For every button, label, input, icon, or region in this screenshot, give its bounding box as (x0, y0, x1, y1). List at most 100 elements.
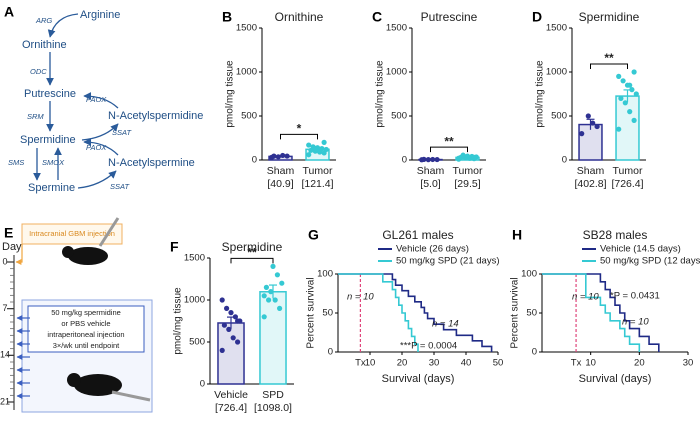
significance: ** (444, 134, 454, 148)
x-axis-label: Survival (days) (579, 373, 652, 385)
pathway: A Arginine Ornithine Putrescine N-Acetyl… (4, 4, 203, 194)
survival-curve (338, 273, 419, 352)
data-point (219, 297, 225, 303)
data-point (317, 147, 323, 153)
panel-label: C (372, 9, 382, 25)
data-point (235, 318, 241, 324)
enzyme: SRM (27, 112, 44, 121)
value-label: [1098.0] (254, 402, 292, 414)
mouse (68, 247, 108, 265)
data-point (460, 152, 466, 158)
injection-box (21, 223, 123, 245)
treatment-text: intraperitoneal injection (47, 330, 124, 339)
survival-curve (542, 273, 641, 352)
treatment-label: Tx (355, 358, 366, 369)
data-point (274, 272, 280, 278)
data-point (280, 152, 286, 159)
data-point (230, 335, 236, 341)
timeline: E Day Intracranial GBM injection (2, 217, 153, 413)
data-point (306, 152, 312, 158)
enzyme: SSAT (110, 182, 130, 191)
tick-label: 7 (2, 303, 7, 313)
y-tick-label: 1500 (236, 23, 257, 34)
data-point (277, 305, 283, 311)
data-point (323, 146, 329, 153)
x-tick-label: 20 (634, 358, 645, 369)
y-tick-label: 1500 (386, 23, 407, 34)
data-point (232, 314, 238, 320)
value-label: [726.4] (215, 402, 247, 414)
arrow (15, 244, 23, 265)
annotation: *P = 0.0431 (610, 291, 660, 302)
chart-title: Ornithine (275, 10, 324, 24)
data-point (434, 156, 440, 163)
enzyme: PAOX (86, 95, 107, 104)
treatment-text-box (27, 305, 145, 353)
metabolite: Spermine (28, 182, 75, 194)
arrow (77, 170, 117, 189)
x-tick-label: 10 (585, 358, 596, 369)
x-tick-label: 10 (365, 358, 376, 369)
data-point (620, 78, 626, 84)
y-axis-label: Percent survival (306, 277, 317, 348)
y-tick-label: 50 (322, 308, 333, 319)
y-tick-label: 100 (317, 269, 333, 280)
arrow (83, 138, 119, 156)
x-tick-label: 40 (461, 358, 472, 369)
data-point (456, 155, 462, 161)
bar (259, 291, 287, 385)
chart-title: SB28 males (583, 228, 648, 242)
data-point (627, 109, 633, 115)
data-point (631, 117, 637, 123)
data-point (261, 293, 267, 299)
bar (578, 123, 603, 161)
significance: ** (604, 51, 614, 65)
enzyme: PAOX (86, 143, 107, 152)
data-point (321, 139, 327, 145)
panel-label: B (222, 9, 232, 25)
syringe (98, 217, 120, 247)
x-tick-label: Tumor (453, 165, 483, 177)
x-tick-label: SPD (262, 389, 284, 401)
syringe (111, 390, 151, 402)
injection-text: Intracranial GBM injection (29, 229, 115, 238)
value-label: [29.5] (454, 178, 480, 190)
y-axis-label: pmol/mg tissue (173, 287, 184, 355)
data-point (306, 142, 312, 148)
metabolite: Arginine (80, 9, 120, 21)
significance-bracket (230, 257, 274, 264)
legend-label: Vehicle (14.5 days) (600, 244, 681, 255)
mouse (62, 246, 74, 258)
data-point (261, 314, 267, 320)
arrow (83, 92, 119, 109)
y-tick-label: 1500 (546, 23, 567, 34)
panel-label: G (308, 227, 319, 243)
x-tick-label: Tumor (613, 165, 643, 177)
data-point (279, 280, 285, 286)
data-point (618, 95, 624, 101)
tick-label: 21 (0, 396, 10, 406)
data-point (275, 154, 281, 160)
enzyme: ODC (30, 67, 47, 76)
metabolite: Ornithine (22, 39, 67, 51)
y-tick-label: 0 (252, 155, 257, 166)
y-tick-label: 500 (241, 111, 257, 122)
legend-label: 50 mg/kg SPD (12 days) (600, 256, 700, 267)
enzyme: SMS (8, 158, 24, 167)
value-label: [726.4] (611, 178, 643, 190)
mouse (74, 374, 122, 396)
data-point (585, 113, 591, 119)
value-label: [5.0] (420, 178, 441, 190)
significance-bracket (280, 133, 318, 140)
data-point (471, 154, 477, 160)
annotation: n = 14 (432, 319, 459, 330)
x-tick-label: Tumor (303, 165, 333, 177)
y-tick-label: 500 (391, 111, 407, 122)
data-point (430, 156, 436, 163)
x-tick-label: 30 (429, 358, 440, 369)
data-point (594, 123, 600, 130)
y-axis-label: pmol/mg tissue (375, 60, 386, 128)
data-point (464, 153, 471, 159)
y-tick-label: 1000 (236, 67, 257, 78)
